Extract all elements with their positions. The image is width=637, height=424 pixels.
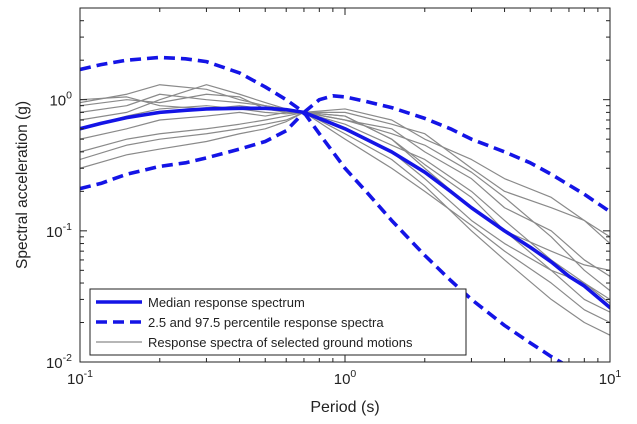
series-line-ground-13 [80,93,610,277]
legend-label-ground: Response spectra of selected ground moti… [148,335,413,350]
x-tick-label-exponent: 0 [350,368,356,380]
series-line-percentile-2 [302,94,610,214]
x-tick-label-base: 10 [599,371,616,388]
x-tick-label-exponent: -1 [84,368,93,380]
x-tick-label: 100 [334,368,357,388]
series-line-ground-11 [80,111,610,324]
series-line-percentile-3 [80,111,306,191]
series-line-ground-7 [80,84,610,245]
legend: Median response spectrum 2.5 and 97.5 per… [89,288,467,356]
series-line-ground-6 [80,93,610,301]
y-tick-label-base: 10 [46,355,63,372]
x-tick-label-base: 10 [67,371,84,388]
legend-box [89,288,467,356]
series-line-ground-10 [80,111,610,336]
series-layer [80,55,610,362]
x-tick-label: 101 [599,368,622,388]
y-tick-label-exponent: -2 [63,352,72,364]
y-tick-label: 10-1 [46,221,72,241]
axis-ticks [79,8,611,363]
x-tick-label-base: 10 [334,371,351,388]
series-line-percentile-1 [80,55,305,114]
y-tick-label: 10-2 [46,352,72,372]
legend-label-percentile: 2.5 and 97.5 percentile response spectra [148,315,384,330]
legend-items: Median response spectrum 2.5 and 97.5 per… [96,295,413,350]
series-line-median-0 [80,106,610,310]
y-tick-label-base: 10 [49,93,66,110]
y-tick-label-base: 10 [46,224,63,241]
series-line-ground-14 [80,105,610,313]
y-tick-label: 100 [49,90,72,110]
x-axis-label: Period (s) [310,399,379,416]
series-line-percentile-4 [302,111,565,362]
y-tick-label-exponent: 0 [66,90,72,102]
y-tick-label-exponent: -1 [63,221,72,233]
y-axis-label: Spectral acceleration (g) [14,101,31,269]
legend-label-median: Median response spectrum [148,295,305,310]
x-tick-label-exponent: 1 [615,368,621,380]
x-tick-label: 10-1 [67,368,93,388]
